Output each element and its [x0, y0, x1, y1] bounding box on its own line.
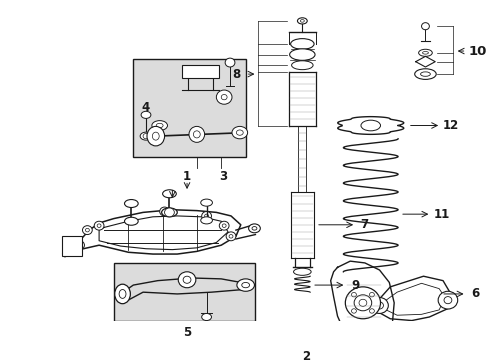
- Ellipse shape: [289, 49, 314, 60]
- Ellipse shape: [248, 224, 260, 233]
- Text: 3: 3: [219, 170, 227, 183]
- Text: 4: 4: [142, 101, 150, 114]
- Ellipse shape: [300, 19, 304, 22]
- Circle shape: [345, 287, 380, 319]
- Ellipse shape: [193, 131, 200, 138]
- Ellipse shape: [200, 217, 212, 224]
- Ellipse shape: [297, 18, 306, 24]
- Circle shape: [351, 292, 356, 297]
- Ellipse shape: [124, 217, 138, 225]
- Ellipse shape: [200, 199, 212, 206]
- Ellipse shape: [231, 126, 247, 139]
- Circle shape: [437, 291, 457, 309]
- Circle shape: [75, 241, 84, 249]
- Circle shape: [143, 134, 149, 139]
- Circle shape: [164, 208, 174, 217]
- Ellipse shape: [241, 283, 249, 288]
- Ellipse shape: [352, 354, 376, 360]
- Ellipse shape: [414, 69, 435, 80]
- Text: 12: 12: [442, 119, 458, 132]
- Circle shape: [219, 221, 228, 230]
- Circle shape: [228, 235, 232, 238]
- Ellipse shape: [236, 279, 254, 291]
- Ellipse shape: [162, 208, 177, 217]
- Circle shape: [178, 272, 195, 288]
- Circle shape: [221, 94, 226, 100]
- Circle shape: [375, 302, 383, 309]
- Circle shape: [224, 58, 234, 67]
- Circle shape: [201, 211, 211, 220]
- Circle shape: [97, 224, 101, 228]
- Circle shape: [443, 297, 451, 304]
- Ellipse shape: [201, 314, 211, 320]
- Circle shape: [163, 210, 166, 213]
- Ellipse shape: [188, 126, 204, 142]
- Ellipse shape: [152, 121, 167, 130]
- Ellipse shape: [124, 199, 138, 207]
- Circle shape: [67, 242, 77, 251]
- Text: 8: 8: [231, 68, 240, 81]
- Circle shape: [370, 297, 387, 314]
- Ellipse shape: [420, 72, 429, 76]
- Ellipse shape: [290, 39, 313, 49]
- Circle shape: [369, 292, 374, 297]
- Ellipse shape: [291, 61, 312, 69]
- Circle shape: [160, 207, 169, 216]
- Circle shape: [94, 221, 104, 230]
- Circle shape: [421, 23, 428, 30]
- Ellipse shape: [140, 132, 152, 140]
- Bar: [62, 236, 81, 256]
- Ellipse shape: [115, 284, 130, 304]
- Circle shape: [85, 228, 89, 232]
- Ellipse shape: [360, 120, 380, 131]
- Ellipse shape: [251, 226, 256, 230]
- Circle shape: [225, 232, 235, 241]
- Circle shape: [351, 309, 356, 313]
- Ellipse shape: [236, 130, 243, 135]
- Text: 1: 1: [183, 170, 191, 183]
- Circle shape: [216, 90, 231, 104]
- Ellipse shape: [163, 190, 176, 198]
- Circle shape: [183, 276, 190, 283]
- Bar: [182, 65, 219, 78]
- Text: 7: 7: [359, 218, 367, 231]
- Circle shape: [222, 224, 225, 228]
- Circle shape: [204, 214, 208, 218]
- Circle shape: [78, 243, 81, 247]
- Text: 5: 5: [183, 327, 191, 339]
- Text: 6: 6: [470, 287, 478, 301]
- Bar: [114, 263, 255, 320]
- Circle shape: [358, 299, 366, 306]
- Ellipse shape: [422, 51, 427, 54]
- Ellipse shape: [418, 49, 431, 57]
- Text: 9: 9: [350, 279, 359, 292]
- Text: 10: 10: [468, 45, 487, 58]
- Ellipse shape: [359, 356, 369, 360]
- Ellipse shape: [141, 111, 151, 118]
- Circle shape: [353, 295, 371, 311]
- Ellipse shape: [147, 126, 164, 146]
- Ellipse shape: [152, 132, 159, 140]
- Bar: [133, 59, 245, 157]
- Ellipse shape: [293, 268, 310, 275]
- Circle shape: [369, 309, 374, 313]
- Text: 11: 11: [433, 208, 449, 221]
- Ellipse shape: [119, 289, 126, 298]
- Circle shape: [82, 226, 92, 235]
- Ellipse shape: [156, 123, 163, 128]
- Text: 2: 2: [302, 350, 310, 360]
